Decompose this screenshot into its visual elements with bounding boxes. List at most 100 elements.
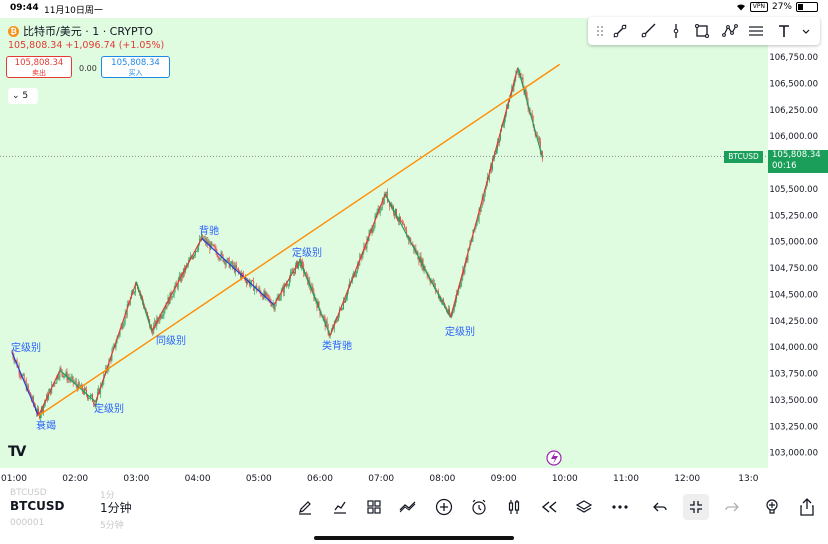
candle-body <box>55 382 57 384</box>
candle-body <box>40 414 41 419</box>
candle-body <box>166 305 168 307</box>
candle-body <box>271 304 273 306</box>
candle-body <box>362 251 364 258</box>
bar-countdown: 00:16 <box>772 161 797 171</box>
tradingview-logo[interactable]: TV <box>8 444 26 460</box>
candle-body <box>396 208 397 219</box>
more-chevron-icon[interactable] <box>798 23 814 39</box>
candle-body <box>399 216 400 222</box>
undo-icon[interactable] <box>650 497 670 517</box>
candle-body <box>449 309 450 315</box>
alarm-icon[interactable] <box>469 497 489 517</box>
time-tick-label: 06:00 <box>307 474 333 484</box>
zigzag-segment <box>273 260 301 306</box>
candle-body <box>215 247 217 252</box>
candle-body <box>341 308 342 310</box>
time-axis[interactable] <box>0 468 828 488</box>
candle-body <box>476 220 478 226</box>
candle-body <box>405 227 407 231</box>
candle-body <box>163 310 165 316</box>
candle-body <box>344 301 345 303</box>
price-axis[interactable] <box>768 18 828 468</box>
candle-body <box>252 280 254 282</box>
time-tick-label: 03:00 <box>123 474 149 484</box>
price-tick-label: 106,000.00 <box>769 132 818 142</box>
candle-body <box>195 251 196 255</box>
replay-icon[interactable] <box>539 497 559 517</box>
candle-body <box>178 275 180 280</box>
candle-body <box>206 240 208 244</box>
candle-body <box>115 343 117 348</box>
candle-body <box>226 258 228 263</box>
price-tick-label: 105,000.00 <box>769 238 818 248</box>
layout-icon[interactable] <box>364 497 384 517</box>
vertical-line-icon[interactable] <box>668 23 684 39</box>
candle-body <box>336 320 338 322</box>
pen-icon[interactable] <box>295 497 315 517</box>
candle-body <box>190 256 191 260</box>
rectangle-icon[interactable] <box>694 23 710 39</box>
candle-body <box>432 279 434 286</box>
candle-body <box>88 398 89 399</box>
candle-body <box>136 284 137 286</box>
candle-body <box>38 408 39 414</box>
candle-body <box>23 374 25 382</box>
sell-button[interactable]: 105,808.34 卖出 <box>6 56 72 78</box>
candle-type-icon[interactable] <box>504 497 524 517</box>
candle-body <box>475 225 477 227</box>
ray-line-icon[interactable] <box>640 23 656 39</box>
drawing-toolbar <box>588 17 820 45</box>
fullscreen-exit-icon[interactable] <box>683 494 709 520</box>
candle-body <box>403 224 405 226</box>
indicators-toggle[interactable]: ⌄ 5 <box>8 88 38 104</box>
candle-body <box>118 334 120 337</box>
candle-body <box>133 291 135 294</box>
candle-body <box>311 286 313 291</box>
grip-icon[interactable] <box>592 23 608 39</box>
candle-body <box>102 384 104 387</box>
fib-retracement-icon[interactable] <box>748 23 764 39</box>
time-tick-label: 11:00 <box>613 474 639 484</box>
compare-icon[interactable] <box>398 497 418 517</box>
zigzag-segment <box>299 260 331 336</box>
chart-pane[interactable] <box>0 18 768 468</box>
indicators-icon[interactable] <box>330 497 350 517</box>
more-icon[interactable] <box>610 497 630 517</box>
candle-body <box>108 360 110 370</box>
candle-body <box>70 377 72 381</box>
candle-body <box>517 71 519 73</box>
candle-body <box>74 381 76 383</box>
zigzag-segment <box>37 370 61 416</box>
idea-icon[interactable] <box>762 497 782 517</box>
interval-selector[interactable]: 1分钟 <box>100 501 132 515</box>
candle-body <box>380 208 382 211</box>
share-icon[interactable] <box>797 497 817 517</box>
battery-icon <box>796 2 818 12</box>
candle-body <box>431 279 433 281</box>
chart-annotation: 定级别 <box>94 402 124 415</box>
chart-annotation: 类背驰 <box>322 339 352 352</box>
home-indicator[interactable] <box>314 536 514 540</box>
candle-body <box>394 213 395 216</box>
zigzag-segment <box>95 281 137 403</box>
time-tick-label: 01:00 <box>1 474 27 484</box>
candle-body <box>153 325 155 334</box>
candle-body <box>171 297 173 298</box>
trend-line-icon[interactable] <box>612 23 628 39</box>
layers-icon[interactable] <box>574 497 594 517</box>
candle-body <box>27 385 29 391</box>
time-tick-label: 04:00 <box>185 474 211 484</box>
symbol-selector[interactable]: BTCUSD <box>10 499 65 513</box>
candle-body <box>91 394 92 396</box>
buy-button[interactable]: 105,808.34 买入 <box>101 56 170 78</box>
zigzag-segment <box>151 238 203 332</box>
add-icon[interactable] <box>434 497 454 517</box>
pattern-icon[interactable] <box>722 23 738 39</box>
candle-body <box>508 101 510 109</box>
text-tool-icon[interactable] <box>776 23 792 39</box>
candle-body <box>305 272 307 274</box>
redo-icon[interactable] <box>722 497 742 517</box>
symbol-legend[interactable]: ₿ 比特币/美元 · 1 · CRYPTO <box>8 23 153 39</box>
